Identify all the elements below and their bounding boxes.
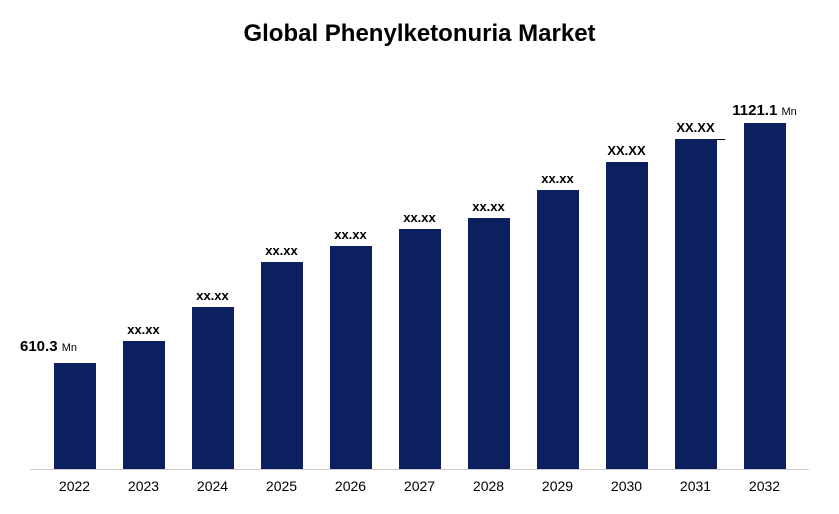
chart-container: Global Phenylketonuria Market 610.3 Mn xx…	[30, 20, 809, 494]
chart-area: 610.3 Mn xx.xx xx.xx xx.xx xx.xx xx.xx xx.xx xx…	[30, 78, 809, 494]
bar	[399, 229, 441, 469]
x-axis-label: 2022	[40, 478, 109, 494]
bar	[192, 307, 234, 469]
bar-group: 610.3 Mn	[40, 78, 109, 469]
bar	[54, 363, 96, 469]
bar	[123, 341, 165, 469]
bars-wrapper: 610.3 Mn xx.xx xx.xx xx.xx xx.xx xx.xx xx.xx xx…	[30, 78, 809, 470]
bar	[261, 262, 303, 469]
bar-value-label: xx.xx	[403, 210, 436, 225]
x-axis-label: 2024	[178, 478, 247, 494]
x-axis-label: 2023	[109, 478, 178, 494]
x-axis-label: 2032	[730, 478, 799, 494]
chart-title: Global Phenylketonuria Market	[30, 20, 809, 48]
bar-value-label: 610.3 Mn	[20, 338, 77, 355]
bar-value-label: xx.xx	[196, 288, 229, 303]
bar-value-label: xx.xx	[127, 322, 160, 337]
x-axis-label: 2026	[316, 478, 385, 494]
bar-group: xx.xx	[178, 78, 247, 469]
bar-value-label: xx.xx	[472, 199, 505, 214]
bar-value-label: XX.XX	[607, 143, 645, 158]
bar	[537, 190, 579, 469]
x-axis-label: 2028	[454, 478, 523, 494]
x-axis-label: 2031	[661, 478, 730, 494]
bar-group: xx.xx	[454, 78, 523, 469]
bar-group: xx.xx	[523, 78, 592, 469]
bar-value-label: xx.xx	[541, 171, 574, 186]
bar-group: XX.XX	[661, 78, 730, 469]
bar-group: xx.xx	[385, 78, 454, 469]
bar-group: xx.xx	[316, 78, 385, 469]
bar-group: xx.xx	[247, 78, 316, 469]
x-axis-label: 2025	[247, 478, 316, 494]
bar-value-label: xx.xx	[334, 227, 367, 242]
bar-value-label: xx.xx	[265, 243, 298, 258]
bar	[468, 218, 510, 469]
bar	[606, 162, 648, 469]
bar	[675, 139, 717, 469]
x-axis-label: 2030	[592, 478, 661, 494]
x-axis: 2022202320242025202620272028202920302031…	[30, 470, 809, 494]
bar	[744, 123, 786, 469]
bar-value-label: XX.XX	[676, 120, 714, 135]
bar-group: XX.XX	[592, 78, 661, 469]
x-axis-label: 2027	[385, 478, 454, 494]
bar-value-label: 1121.1 Mn	[732, 102, 797, 119]
bar-group: 1121.1 Mn	[730, 78, 799, 469]
bar-group: xx.xx	[109, 78, 178, 469]
connector-line	[717, 139, 725, 140]
bar	[330, 246, 372, 469]
x-axis-label: 2029	[523, 478, 592, 494]
